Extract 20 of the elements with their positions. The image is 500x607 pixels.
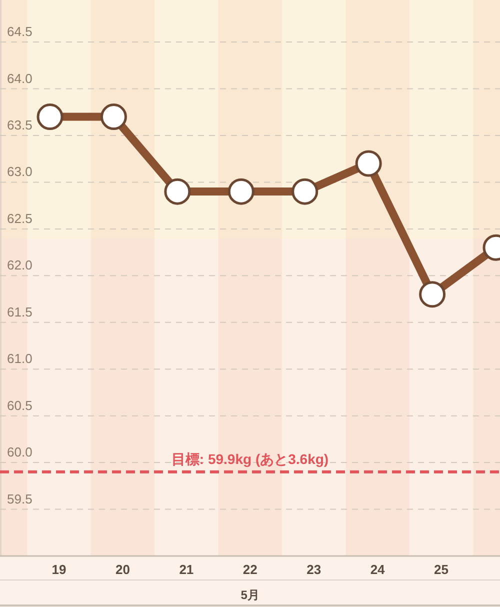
y-tick-label: 63.5 (7, 117, 32, 132)
y-tick-label: 64.5 (7, 24, 32, 40)
x-tick-label: 21 (179, 562, 194, 577)
x-tick-label: 19 (52, 562, 66, 577)
y-tick-label: 61.5 (7, 304, 32, 320)
x-tick-label: 23 (306, 562, 322, 577)
x-tick-label: 24 (370, 562, 386, 577)
y-tick-label: 61.0 (7, 351, 32, 366)
ref-line-label: 目標: 59.9kg (あと3.6kg) (171, 450, 329, 467)
x-tick-label: 25 (434, 562, 449, 577)
y-tick-label: 59.5 (7, 491, 32, 506)
y-tick-label: 60.0 (7, 444, 32, 460)
y-tick-label: 62.5 (7, 210, 32, 226)
y-tick-label: 60.5 (7, 398, 32, 413)
y-tick-label: 62.0 (7, 258, 32, 273)
y-tick-label: 64.0 (7, 70, 32, 86)
x-tick-label: 20 (115, 562, 130, 577)
x-axis-title: 5月 (240, 588, 260, 602)
x-tick-label: 22 (242, 562, 258, 577)
y-tick-label: 63.0 (7, 164, 32, 180)
